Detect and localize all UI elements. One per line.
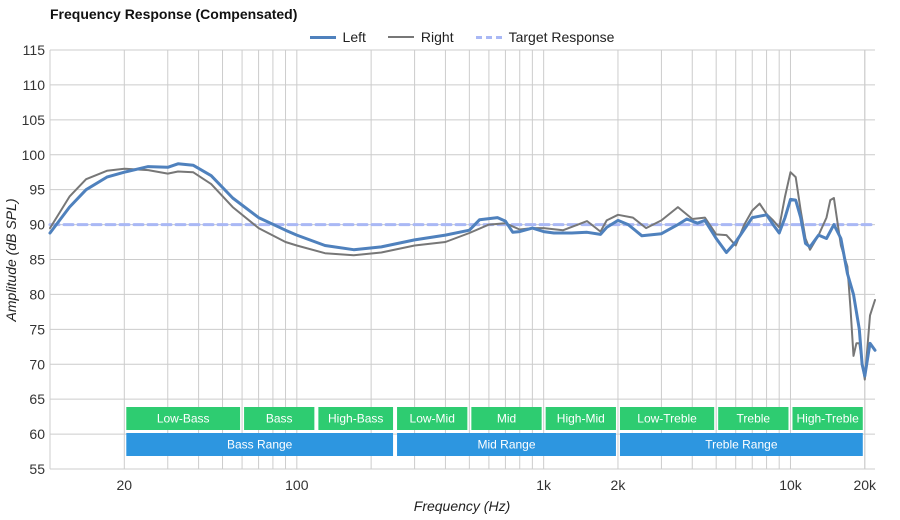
left-channel-line xyxy=(48,162,877,378)
x-axis-title: Frequency (Hz) xyxy=(414,498,510,514)
band-sub-rect xyxy=(619,407,715,430)
band-sub-label: Low-Treble xyxy=(637,412,697,426)
band-sub-rect xyxy=(126,407,241,430)
legend: Left Right Target Response xyxy=(0,27,900,47)
chart-title: Frequency Response (Compensated) xyxy=(50,6,298,22)
band-sub-rect xyxy=(318,407,394,430)
band-main-rect xyxy=(126,433,394,456)
y-tick-label: 75 xyxy=(29,321,45,337)
legend-swatch-right xyxy=(387,36,414,38)
band-main-rect xyxy=(619,433,863,456)
legend-label-right: Right xyxy=(420,29,454,45)
y-tick-label: 105 xyxy=(22,112,46,128)
band-sub-rect xyxy=(545,407,616,430)
y-axis-ticks: 55 60 65 70 75 80 85 90 95 100 105 110 115 xyxy=(22,42,46,477)
band-sub-rect xyxy=(792,407,863,430)
y-tick-label: 95 xyxy=(29,182,45,198)
band-main-label: Bass Range xyxy=(227,438,293,452)
band-main-rect xyxy=(397,433,616,456)
y-tick-label: 85 xyxy=(29,252,45,268)
y-tick-label: 110 xyxy=(23,77,46,93)
legend-label-left: Left xyxy=(342,29,366,45)
x-tick-label: 20k xyxy=(853,477,877,493)
legend-item-right[interactable]: Right xyxy=(387,29,454,45)
legend-label-target: Target Response xyxy=(508,29,615,45)
y-tick-label: 90 xyxy=(29,217,45,233)
legend-swatch-target xyxy=(475,35,502,39)
y-tick-label: 70 xyxy=(29,356,45,372)
y-tick-label: 55 xyxy=(29,461,45,477)
band-sub-rect xyxy=(244,407,315,430)
band-sub-label: Low-Mid xyxy=(410,412,455,426)
y-tick-label: 100 xyxy=(22,147,46,163)
legend-swatch-left xyxy=(309,35,336,39)
y-axis-title: Amplitude (dB SPL) xyxy=(3,199,19,323)
band-sub-rect xyxy=(471,407,542,430)
band-sub-rect xyxy=(397,407,468,430)
band-main-label: Treble Range xyxy=(705,438,778,452)
band-sub-label: Treble xyxy=(737,412,771,426)
x-tick-label: 20 xyxy=(117,477,133,493)
band-main-label: Mid Range xyxy=(477,438,535,452)
band-sub-label: Bass xyxy=(266,412,293,426)
y-tick-label: 80 xyxy=(29,286,45,302)
x-axis-ticks: 20 100 1k 2k 10k 20k xyxy=(117,477,878,493)
band-sub-rect xyxy=(718,407,789,430)
x-tick-label: 10k xyxy=(779,477,803,493)
band-sub-label: High-Bass xyxy=(328,412,383,426)
y-tick-label: 65 xyxy=(29,391,45,407)
right-channel-line xyxy=(49,167,876,381)
legend-item-target[interactable]: Target Response xyxy=(475,29,615,45)
frequency-bands: Low-Bass Bass High-Bass Low-Mid Mid High-Mid L… xyxy=(126,407,863,456)
y-tick-label: 115 xyxy=(23,42,46,58)
band-sub-label: Low-Bass xyxy=(157,412,210,426)
band-sub-label: High-Mid xyxy=(557,412,605,426)
y-tick-label: 60 xyxy=(29,426,45,442)
grid xyxy=(49,49,875,470)
x-tick-label: 2k xyxy=(611,477,627,493)
x-tick-label: 100 xyxy=(285,477,309,493)
legend-item-left[interactable]: Left xyxy=(309,29,366,45)
band-sub-label: High-Treble xyxy=(797,412,860,426)
series-lines xyxy=(48,162,877,381)
x-tick-label: 1k xyxy=(536,477,552,493)
band-sub-label: Mid xyxy=(497,412,516,426)
